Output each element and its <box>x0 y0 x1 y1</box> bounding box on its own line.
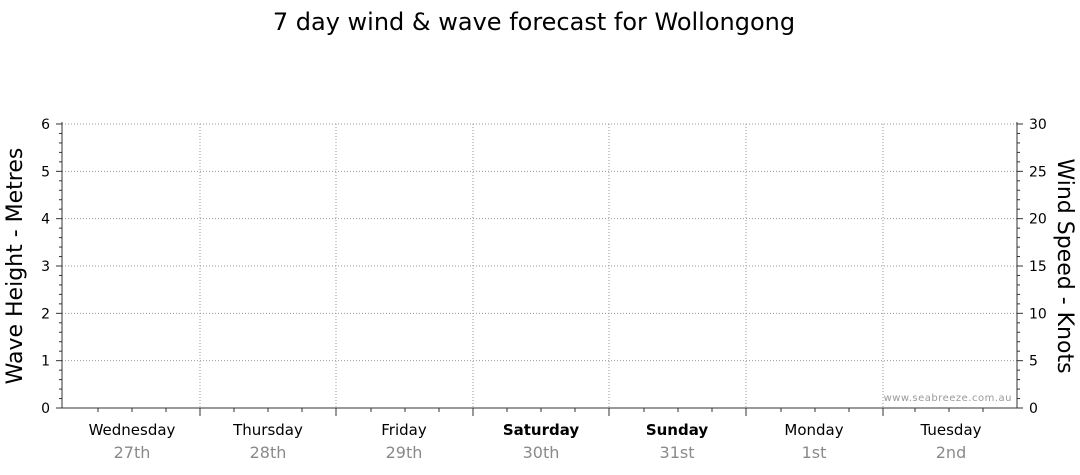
left-tick-label: 4 <box>41 212 50 228</box>
left-tick-label: 0 <box>41 401 50 417</box>
left-tick-label: 3 <box>41 259 50 275</box>
right-tick-label: 20 <box>1029 212 1047 228</box>
gridlines <box>62 123 1017 408</box>
right-tick-label: 25 <box>1029 164 1047 180</box>
right-tick-label: 10 <box>1029 306 1047 322</box>
x-day-date: 31st <box>660 443 695 462</box>
x-day-name: Saturday <box>503 421 580 439</box>
left-axis-title: Wave Height - Metres <box>3 148 28 385</box>
x-day-name: Sunday <box>646 421 709 439</box>
left-tick-labels: 0 1 2 3 4 5 6 <box>41 117 50 417</box>
left-tick-label: 1 <box>41 354 50 370</box>
left-tick-label: 6 <box>41 117 50 133</box>
axes <box>56 122 1023 416</box>
right-tick-label: 30 <box>1029 117 1047 133</box>
chart-title: 7 day wind & wave forecast for Wollongon… <box>273 8 795 36</box>
x-day-date: 1st <box>802 443 827 462</box>
right-tick-label: 5 <box>1029 354 1038 370</box>
watermark-text: www.seabreeze.com.au <box>884 393 1012 404</box>
left-tick-label: 5 <box>41 164 50 180</box>
x-day-date: 27th <box>114 443 151 462</box>
x-day-labels: Wednesday 27th Thursday 28th Friday 29th Satur… <box>89 421 982 462</box>
x-day-name: Tuesday <box>919 421 981 439</box>
x-day-name: Wednesday <box>89 421 176 439</box>
x-day-date: 28th <box>250 443 287 462</box>
x-day-name: Friday <box>381 421 427 439</box>
x-day-date: 29th <box>386 443 423 462</box>
x-day-date: 2nd <box>936 443 966 462</box>
right-tick-label: 15 <box>1029 259 1047 275</box>
right-axis-title: Wind Speed - Knots <box>1052 158 1077 373</box>
x-day-date: 30th <box>523 443 560 462</box>
left-tick-label: 2 <box>41 306 50 322</box>
x-day-name: Monday <box>784 421 843 439</box>
right-tick-label: 0 <box>1029 401 1038 417</box>
right-tick-labels: 0 5 10 15 20 25 30 <box>1029 117 1047 417</box>
x-day-name: Thursday <box>232 421 303 439</box>
